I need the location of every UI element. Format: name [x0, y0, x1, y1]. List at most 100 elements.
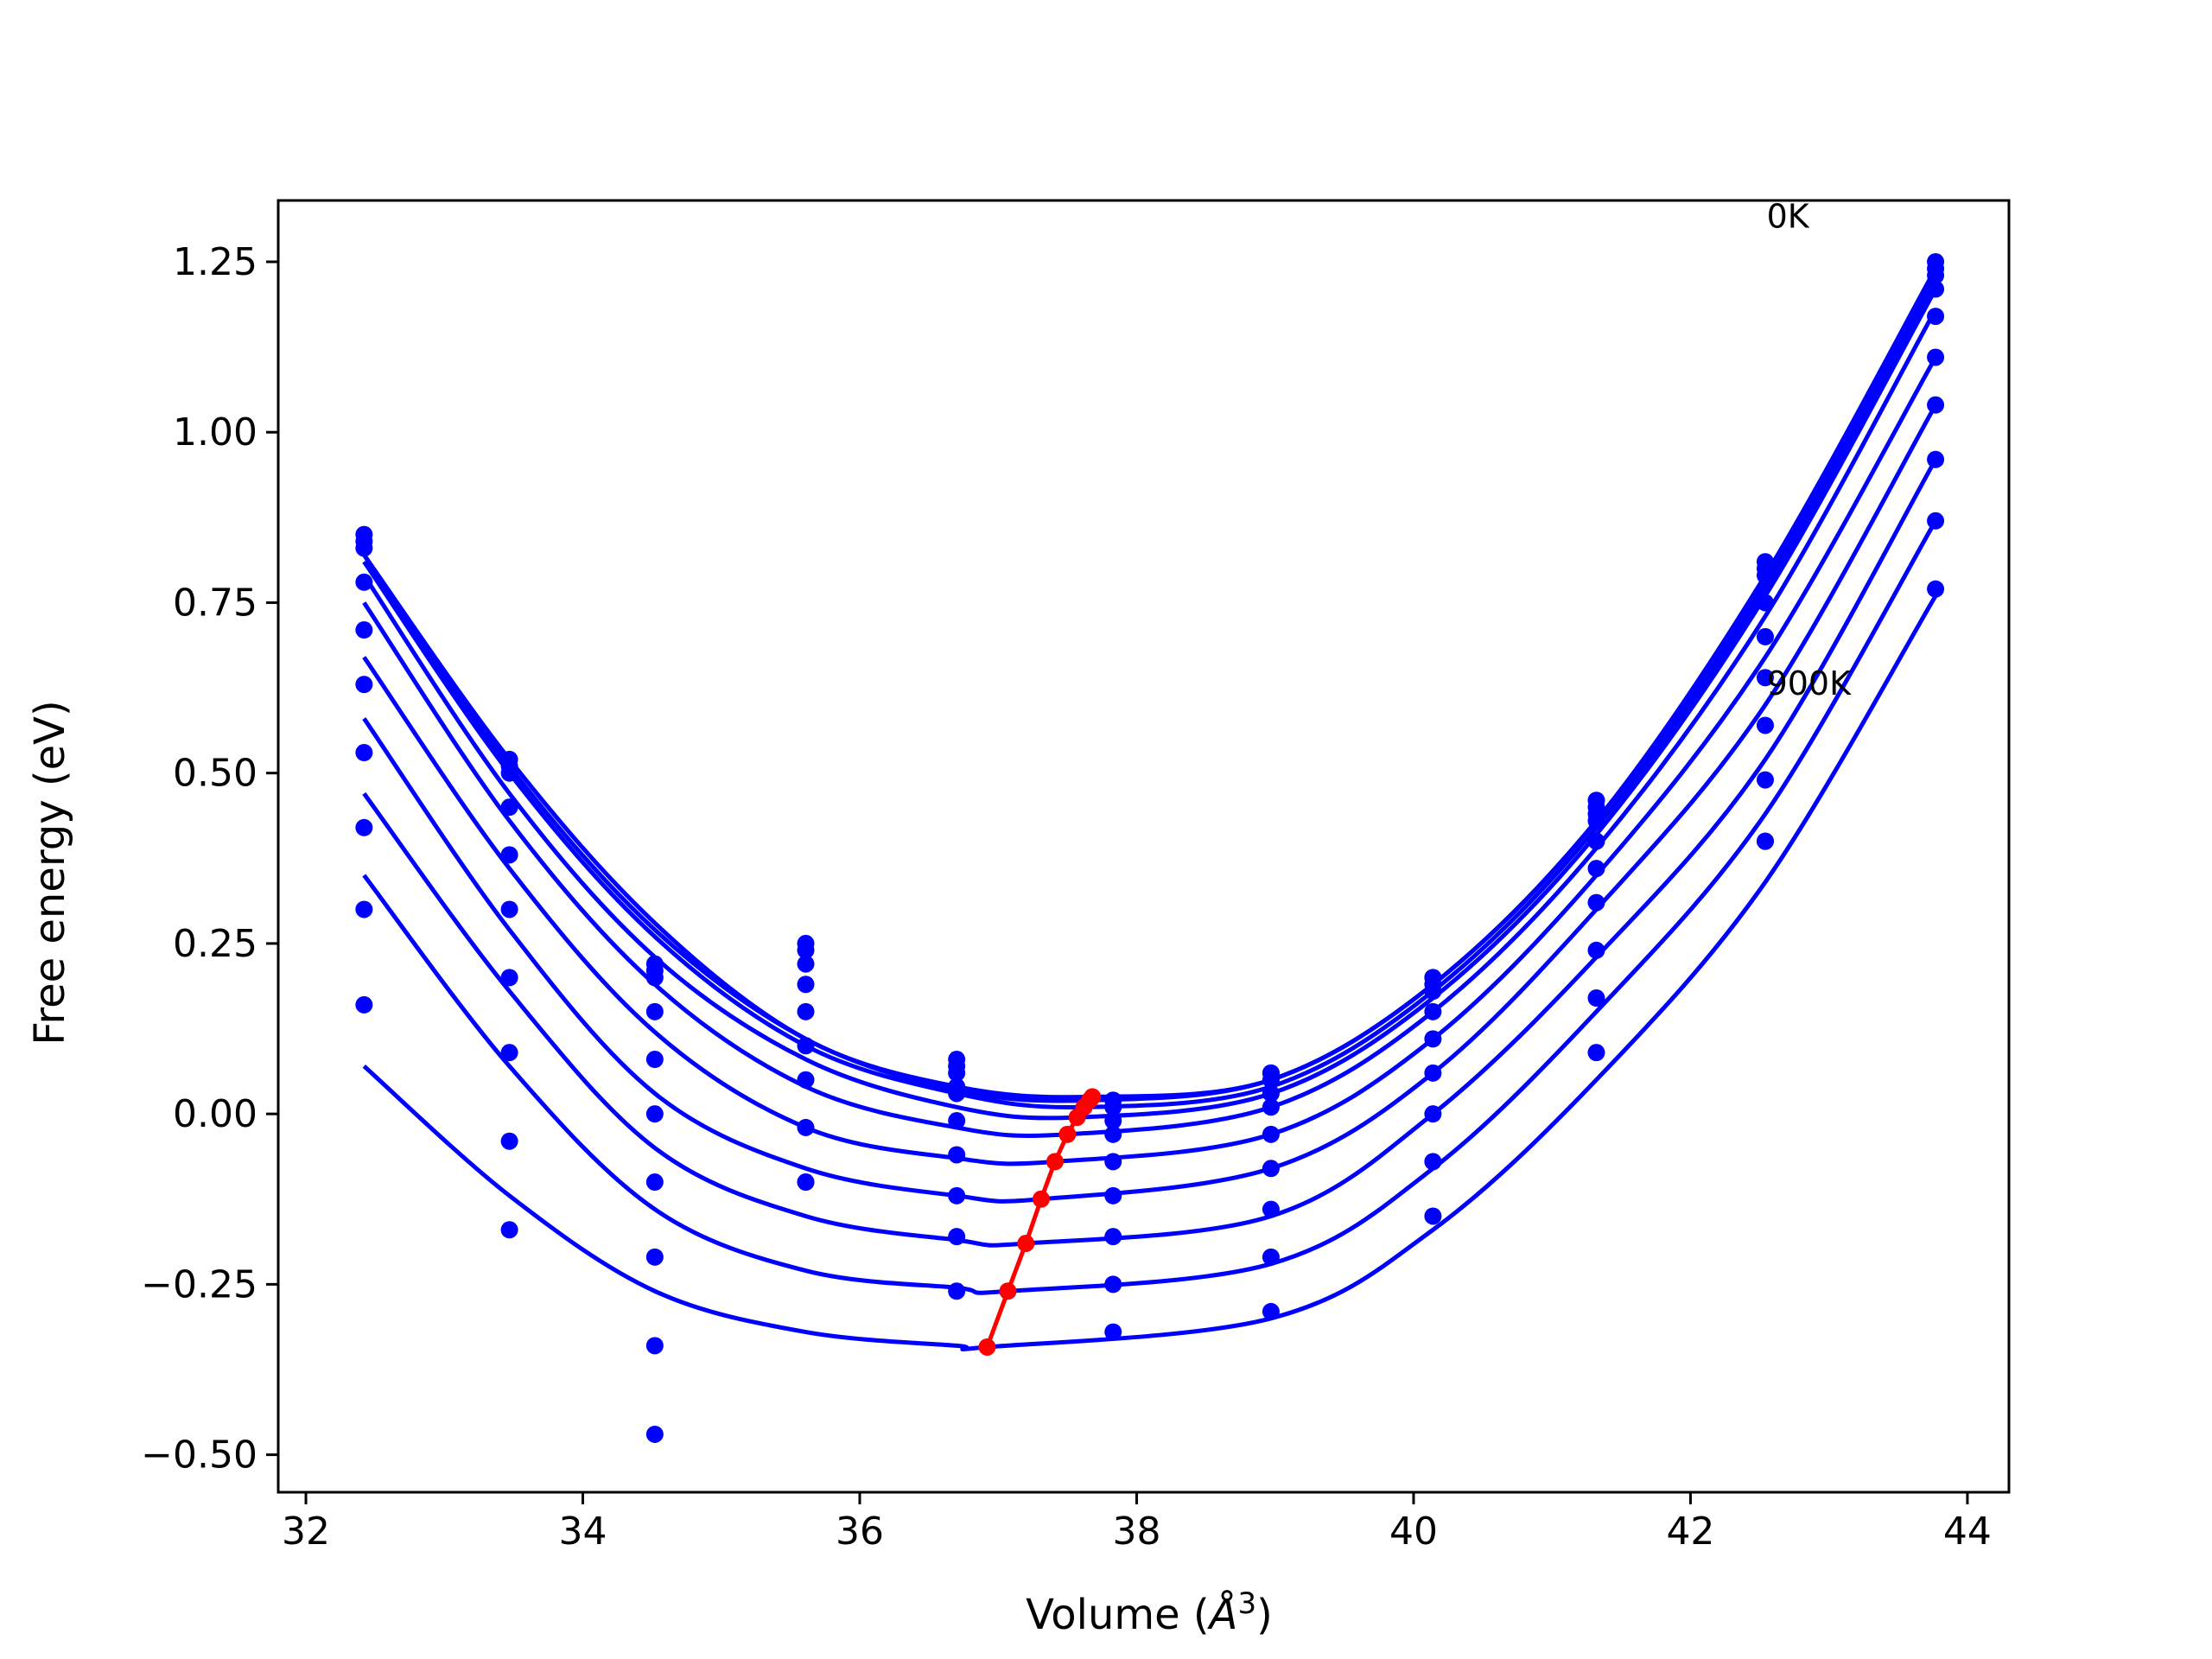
data-point: [1262, 1160, 1280, 1178]
data-point: [500, 969, 518, 987]
data-point: [1927, 512, 1945, 530]
data-point: [1104, 1323, 1122, 1341]
fit-curve-9: [362, 594, 1938, 1352]
data-point: [645, 969, 664, 987]
data-point: [355, 676, 373, 694]
data-point: [1927, 450, 1945, 468]
y-axis-label: Free energy (eV): [26, 700, 74, 1045]
data-point: [1424, 1002, 1442, 1020]
data-point: [1262, 1125, 1280, 1143]
data-point: [645, 1425, 664, 1443]
data-point: [1587, 811, 1605, 830]
data-point: [948, 1186, 966, 1205]
y-axis-ticks: −0.50 −0.25 0.00 0.25 0.50 0.75 1.00 1.25: [141, 240, 278, 1478]
data-point: [1587, 893, 1605, 912]
x-axis-ticks: 32 34 36 38 40 42 44: [282, 1492, 1992, 1554]
data-point: [1262, 1200, 1280, 1218]
data-point: [1104, 1153, 1122, 1171]
x-axis-label: Volume (Å3): [1026, 1586, 1273, 1639]
data-point: [948, 1228, 966, 1246]
axes-frame: [276, 199, 2011, 1494]
x-tick-label: 32: [282, 1510, 330, 1554]
fit-curve-4: [362, 308, 1938, 1139]
data-point: [797, 1071, 815, 1089]
data-point: [1587, 1044, 1605, 1062]
x-tick-label: 44: [1943, 1510, 1992, 1554]
data-point: [797, 976, 815, 994]
y-tick-label: 0.50: [173, 752, 257, 796]
data-point: [1104, 1112, 1122, 1130]
data-point: [1424, 1064, 1442, 1082]
y-tick-label: 0.00: [173, 1092, 257, 1136]
temperature-annotation: 0K: [1767, 198, 1810, 236]
minimum-point: [1017, 1235, 1035, 1253]
temperature-annotation: 900K: [1767, 664, 1853, 702]
minimum-point: [1032, 1190, 1050, 1208]
data-point: [1587, 941, 1605, 959]
fit-curve-0: [362, 267, 1938, 1100]
fit-curve-1: [362, 274, 1938, 1103]
data-point: [500, 900, 518, 918]
data-point: [1927, 580, 1945, 598]
data-point: [948, 1112, 966, 1130]
minimum-point: [1058, 1125, 1077, 1143]
data-point: [948, 1146, 966, 1164]
data-point: [1424, 1153, 1442, 1171]
data-point: [797, 1002, 815, 1020]
data-point: [355, 818, 373, 836]
x-tick-label: 34: [559, 1510, 607, 1554]
data-point: [1587, 832, 1605, 850]
data-point: [1927, 396, 1945, 414]
data-point: [1104, 1186, 1122, 1205]
data-point: [1587, 989, 1605, 1007]
data-point: [500, 764, 518, 782]
fit-curve-8: [362, 519, 1938, 1295]
fit-curve-2: [362, 281, 1938, 1109]
data-point: [1927, 280, 1945, 298]
data-point: [1927, 308, 1945, 326]
annotations: 0K 900K: [1767, 198, 1853, 702]
x-tick-label: 36: [836, 1510, 884, 1554]
data-point: [1756, 627, 1774, 645]
data-point: [500, 846, 518, 864]
y-tick-label: −0.50: [141, 1433, 257, 1478]
data-point: [355, 621, 373, 639]
data-point: [1262, 1098, 1280, 1116]
data-point: [797, 941, 815, 959]
data-point: [1104, 1125, 1122, 1143]
y-tick-label: −0.25: [141, 1262, 257, 1306]
data-point: [645, 1248, 664, 1266]
data-point: [355, 995, 373, 1014]
data-point: [645, 1337, 664, 1355]
data-point: [500, 1132, 518, 1150]
data-point: [1927, 266, 1945, 284]
y-tick-label: 1.00: [173, 410, 257, 454]
minimum-point: [999, 1282, 1017, 1300]
y-tick-label: 0.25: [173, 922, 257, 966]
data-point: [645, 1051, 664, 1069]
plot-area: [355, 253, 1945, 1443]
data-point: [645, 1105, 664, 1123]
y-tick-label: 1.25: [173, 240, 257, 284]
y-tick-label: 0.75: [173, 581, 257, 625]
x-tick-label: 38: [1112, 1510, 1160, 1554]
data-point: [948, 1084, 966, 1103]
data-point: [797, 955, 815, 973]
data-point: [500, 1221, 518, 1239]
data-point: [1756, 716, 1774, 734]
data-point: [948, 1064, 966, 1082]
data-point: [1756, 566, 1774, 584]
data-point: [645, 1002, 664, 1020]
fit-curve-3: [362, 288, 1938, 1121]
data-point: [500, 1044, 518, 1062]
data-point: [500, 798, 518, 817]
data-point: [1756, 669, 1774, 687]
data-point: [797, 1118, 815, 1136]
data-point: [645, 1173, 664, 1192]
minimum-point: [1046, 1153, 1064, 1171]
data-point: [1262, 1084, 1280, 1103]
data-point: [1424, 982, 1442, 1001]
data-point: [1756, 771, 1774, 789]
